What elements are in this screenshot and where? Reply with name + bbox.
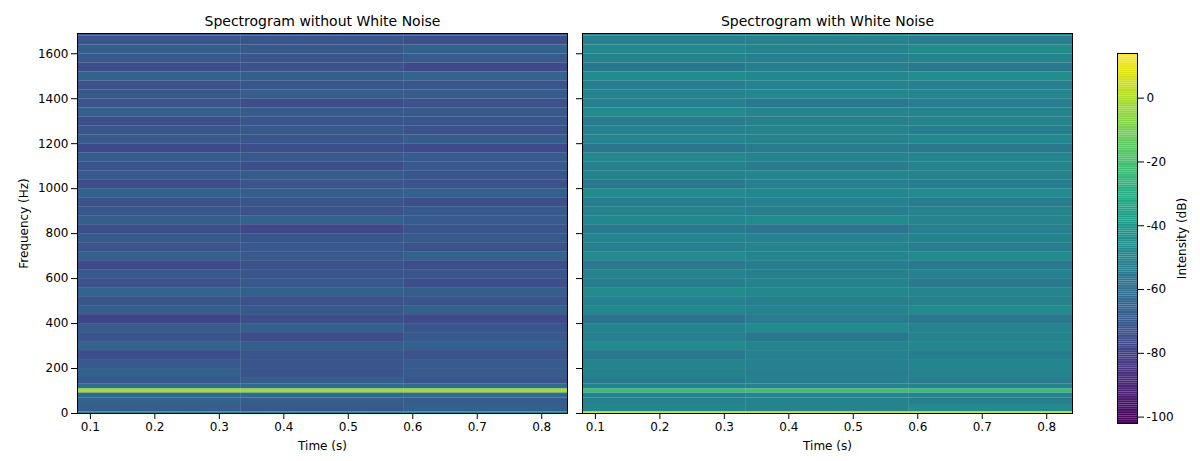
svg-text:1000: 1000	[38, 181, 69, 195]
svg-text:0: 0	[61, 406, 69, 420]
svg-text:1200: 1200	[38, 137, 69, 151]
svg-text:1600: 1600	[38, 47, 69, 61]
svg-text:400: 400	[46, 316, 69, 330]
svg-text:200: 200	[46, 361, 69, 375]
svg-text:1400: 1400	[38, 92, 69, 106]
svg-text:Frequency (Hz): Frequency (Hz)	[17, 178, 31, 269]
svg-text:0.2: 0.2	[145, 420, 164, 434]
svg-text:0.8: 0.8	[1037, 420, 1056, 434]
svg-text:-100: -100	[1147, 410, 1174, 424]
svg-text:800: 800	[46, 226, 69, 240]
svg-text:0.6: 0.6	[908, 420, 927, 434]
svg-text:-20: -20	[1147, 155, 1167, 169]
svg-text:-40: -40	[1147, 219, 1167, 233]
svg-text:0.6: 0.6	[403, 420, 422, 434]
svg-text:Spectrogram with White Noise: Spectrogram with White Noise	[721, 13, 934, 29]
svg-text:Intensity (dB): Intensity (dB)	[1175, 198, 1189, 279]
svg-text:0.5: 0.5	[339, 420, 358, 434]
svg-text:0.4: 0.4	[779, 420, 798, 434]
svg-text:-80: -80	[1147, 346, 1167, 360]
svg-text:0.1: 0.1	[586, 420, 605, 434]
svg-text:600: 600	[46, 271, 69, 285]
svg-text:0.2: 0.2	[650, 420, 669, 434]
svg-text:Time (s): Time (s)	[802, 439, 852, 453]
svg-text:0.7: 0.7	[973, 420, 992, 434]
svg-text:-60: -60	[1147, 282, 1167, 296]
svg-text:0.3: 0.3	[715, 420, 734, 434]
svg-text:0.5: 0.5	[844, 420, 863, 434]
svg-text:0.4: 0.4	[274, 420, 293, 434]
svg-text:Spectrogram without White Nois: Spectrogram without White Noise	[205, 13, 441, 29]
svg-text:0: 0	[1147, 91, 1155, 105]
svg-text:0.8: 0.8	[532, 420, 551, 434]
svg-text:0.7: 0.7	[468, 420, 487, 434]
svg-text:0.1: 0.1	[81, 420, 100, 434]
svg-text:0.3: 0.3	[210, 420, 229, 434]
svg-text:Time (s): Time (s)	[297, 439, 347, 453]
